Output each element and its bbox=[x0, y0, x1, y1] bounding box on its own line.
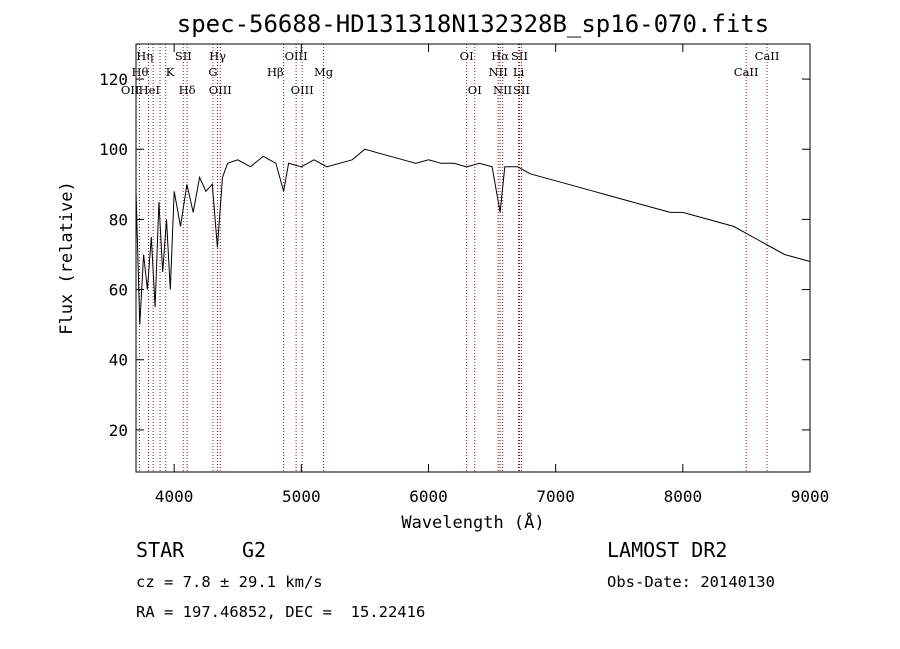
marker-label: K bbox=[166, 65, 175, 79]
marker-label: OII bbox=[121, 83, 140, 97]
x-tick-label: 8000 bbox=[664, 487, 703, 506]
chart-title: spec-56688-HD131318N132328B_sp16-070.fit… bbox=[177, 10, 769, 38]
marker-label: Hδ bbox=[179, 83, 196, 97]
y-tick-label: 20 bbox=[109, 421, 128, 440]
x-tick-label: 9000 bbox=[791, 487, 830, 506]
marker-label: NII bbox=[493, 83, 512, 97]
marker-label: G bbox=[208, 65, 217, 79]
marker-label: CaII bbox=[755, 49, 780, 63]
y-tick-label: 100 bbox=[99, 140, 128, 159]
y-tick-label: 60 bbox=[109, 281, 128, 300]
redshift-velocity: cz = 7.8 ± 29.1 km/s bbox=[136, 573, 323, 591]
marker-label: OIII bbox=[285, 49, 308, 63]
marker-label: Hβ bbox=[267, 65, 284, 79]
marker-label: Li bbox=[513, 65, 525, 79]
marker-label: OIII bbox=[291, 83, 314, 97]
spectrum-line bbox=[135, 148, 811, 325]
marker-label: OI bbox=[468, 83, 482, 97]
axis-ticks: 4000 5000 6000 7000 8000 9000 20 40 60 80 100 120 bbox=[99, 44, 829, 506]
marker-label: OIII bbox=[209, 83, 232, 97]
marker-label: SII bbox=[175, 49, 192, 63]
coordinates: RA = 197.46852, DEC = 15.22416 bbox=[136, 603, 426, 621]
marker-label: SII bbox=[513, 83, 530, 97]
marker-label: SII bbox=[511, 49, 528, 63]
survey-release: LAMOST DR2 bbox=[607, 538, 728, 562]
marker-label: Mg bbox=[314, 65, 334, 79]
object-class: STAR bbox=[136, 538, 185, 562]
y-tick-label: 120 bbox=[99, 70, 128, 89]
marker-label: Hη bbox=[136, 49, 153, 63]
marker-label: NII bbox=[489, 65, 508, 79]
x-tick-label: 7000 bbox=[536, 487, 575, 506]
marker-label: OI bbox=[460, 49, 474, 63]
marker-label: HeI bbox=[139, 83, 160, 97]
marker-label: Hθ bbox=[132, 65, 149, 79]
y-tick-label: 40 bbox=[109, 351, 128, 370]
marker-label: CaII bbox=[734, 65, 759, 79]
y-tick-label: 80 bbox=[109, 210, 128, 229]
object-subclass: G2 bbox=[242, 538, 267, 562]
observation-date: Obs-Date: 20140130 bbox=[607, 573, 775, 591]
marker-label: Hα bbox=[491, 49, 509, 63]
x-tick-label: 5000 bbox=[282, 487, 321, 506]
marker-label: Hγ bbox=[209, 49, 226, 63]
y-axis-label: Flux (relative) bbox=[57, 181, 77, 335]
x-axis-label: Wavelength (Å) bbox=[401, 511, 544, 533]
x-tick-label: 4000 bbox=[155, 487, 194, 506]
x-tick-label: 6000 bbox=[409, 487, 448, 506]
plot-frame bbox=[135, 43, 811, 473]
